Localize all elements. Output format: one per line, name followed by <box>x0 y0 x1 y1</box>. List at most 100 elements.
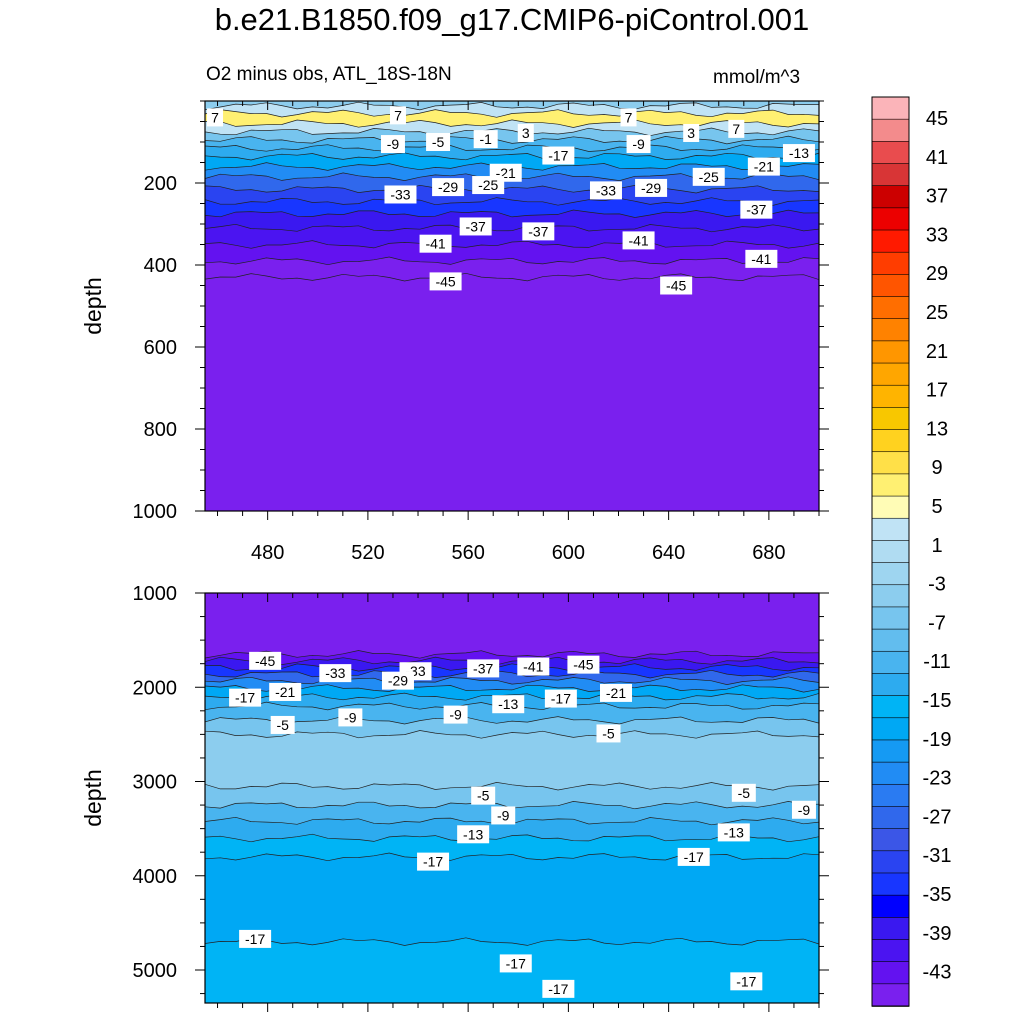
svg-text:-9: -9 <box>387 136 400 152</box>
svg-text:-13: -13 <box>724 824 744 840</box>
contour-line <box>205 852 819 862</box>
colorbar-swatch <box>871 717 910 741</box>
svg-text:-17: -17 <box>506 955 526 971</box>
plot-frame <box>204 592 820 1004</box>
colorbar-label: -7 <box>928 612 946 634</box>
depth-band <box>205 853 819 946</box>
contour-line <box>205 256 819 266</box>
contour-line <box>205 144 819 153</box>
contour-label: -17 <box>542 979 575 998</box>
panel-upper: 480 520 560 600 640 680 200 400 600 800 1000 depth 7… <box>80 100 829 564</box>
colorbar-label: -19 <box>923 729 952 751</box>
contour-line <box>205 135 819 145</box>
contour-label: -41 <box>419 234 452 253</box>
svg-text:-17: -17 <box>736 973 756 989</box>
colorbar-label: 37 <box>926 186 948 208</box>
y-axis-label: depth <box>80 769 106 827</box>
colorbar-swatch <box>871 163 910 187</box>
x-tick-label: 600 <box>552 542 585 564</box>
colorbar-swatch <box>871 761 910 786</box>
svg-text:7: 7 <box>211 109 219 125</box>
depth-band <box>205 730 819 791</box>
colorbar-swatch <box>871 872 910 896</box>
colorbar-swatch <box>871 917 910 941</box>
svg-text:-9: -9 <box>449 707 462 723</box>
contour-label: -17 <box>229 688 262 707</box>
x-tick-label: 520 <box>351 542 384 564</box>
contour-label: -45 <box>567 655 600 674</box>
colorbar-label: -11 <box>923 651 950 673</box>
colorbar-swatch <box>871 473 910 497</box>
contour-label: -5 <box>596 724 621 743</box>
contour-line <box>205 184 819 194</box>
svg-text:-13: -13 <box>463 826 483 842</box>
svg-text:-17: -17 <box>548 981 568 997</box>
svg-text:7: 7 <box>394 107 402 123</box>
colorbar-label: -27 <box>923 806 952 828</box>
depth-band <box>205 257 819 282</box>
colorbar-label: -39 <box>923 923 952 945</box>
depth-band <box>205 109 819 128</box>
colorbar-swatch <box>871 118 910 143</box>
svg-text:-21: -21 <box>606 685 626 701</box>
svg-text:-33: -33 <box>390 186 410 202</box>
contour-label: 3 <box>517 123 534 142</box>
colorbar-swatch <box>871 894 910 919</box>
contour-label: -37 <box>467 659 500 678</box>
contour-line <box>205 272 819 282</box>
contour-line <box>205 240 819 249</box>
svg-text:-17: -17 <box>548 148 568 164</box>
contour-label: -33 <box>319 664 352 683</box>
colorbar-swatch <box>871 318 910 342</box>
y-tick-label: 200 <box>144 173 177 195</box>
contour-line <box>205 127 819 137</box>
depth-band <box>205 817 819 843</box>
contour-label: -37 <box>740 200 773 219</box>
contour-line <box>205 833 819 843</box>
svg-text:-9: -9 <box>497 807 510 823</box>
contour-line <box>205 663 819 672</box>
svg-text:-29: -29 <box>388 673 408 689</box>
contour-label: -17 <box>542 146 575 165</box>
contour-label: -37 <box>459 217 492 236</box>
depth-band <box>205 224 819 249</box>
contour-label: 7 <box>207 108 224 127</box>
svg-text:-45: -45 <box>255 653 275 669</box>
colorbar-label: 9 <box>931 457 942 479</box>
colorbar-label: 41 <box>926 147 948 169</box>
colorbar-swatch <box>871 783 910 808</box>
colorbar-swatch <box>871 562 910 586</box>
contour-label: -5 <box>731 783 756 802</box>
units-label: mmol/m^3 <box>713 67 801 88</box>
svg-text:-9: -9 <box>632 136 645 152</box>
subtitle-left: O2 minus obs, ATL_18S-18N <box>206 64 452 85</box>
svg-text:7: 7 <box>732 121 740 137</box>
colorbar-label: -31 <box>923 845 952 867</box>
y-tick-label: 4000 <box>133 866 178 888</box>
svg-text:-13: -13 <box>498 696 518 712</box>
contour-line <box>205 209 819 218</box>
contour-label: -17 <box>417 852 450 871</box>
colorbar-swatch <box>871 229 910 253</box>
svg-text:-37: -37 <box>528 223 548 239</box>
depth-band <box>205 273 819 511</box>
svg-text:-45: -45 <box>573 657 593 673</box>
svg-text:-17: -17 <box>235 690 255 706</box>
depth-band <box>205 684 819 701</box>
colorbar-label: 5 <box>931 496 942 518</box>
colorbar-label: 17 <box>926 380 948 402</box>
svg-text:-5: -5 <box>602 725 615 741</box>
y-tick-label: 400 <box>144 255 177 277</box>
colorbar-label: -3 <box>928 574 946 596</box>
colorbar-swatch <box>871 340 910 364</box>
y-tick-label: 3000 <box>133 772 178 794</box>
colorbar-swatch <box>871 96 910 120</box>
contour-label: 3 <box>683 123 700 142</box>
svg-text:-5: -5 <box>738 785 751 801</box>
contour-line <box>205 101 819 111</box>
colorbar-swatch <box>871 141 910 165</box>
y-tick-label: 600 <box>144 337 177 359</box>
contour-label: -21 <box>747 157 780 176</box>
svg-text:-1: -1 <box>479 131 492 147</box>
